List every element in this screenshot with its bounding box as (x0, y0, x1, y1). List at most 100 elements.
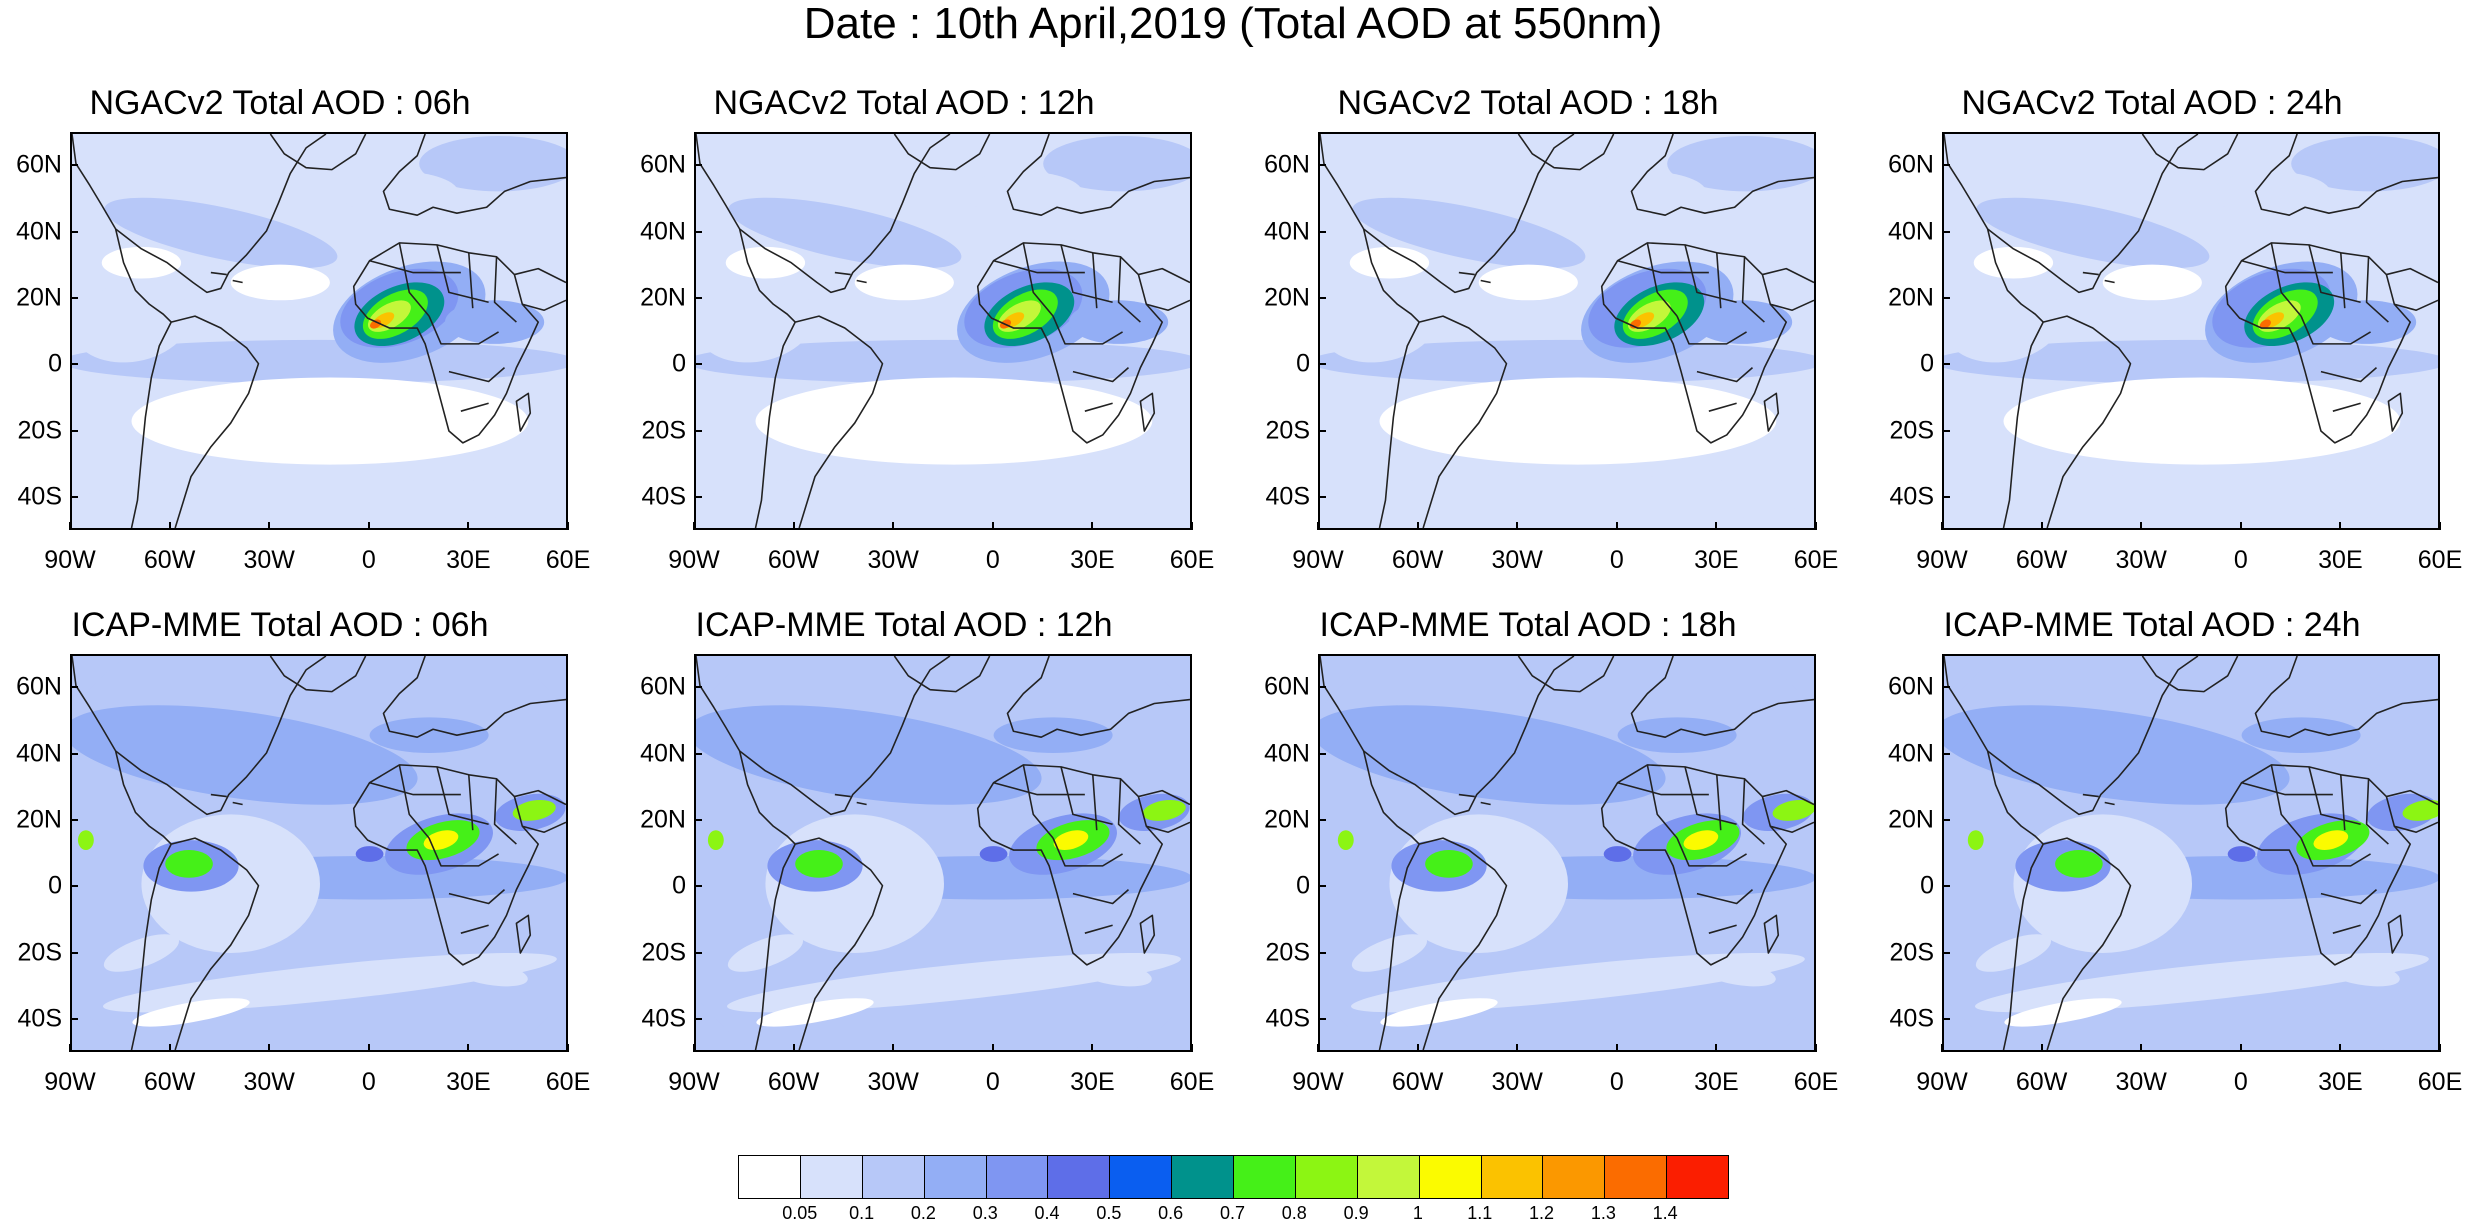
colorbar-tick-label: 0.4 (1034, 1203, 1060, 1223)
longitude-tick (892, 1044, 895, 1052)
europe-coast (1006, 656, 1190, 738)
latitude-label: 20S (1265, 416, 1310, 444)
caribbean-islands (210, 793, 243, 806)
longitude-tick (1815, 522, 1817, 530)
figure-title: Date : 10th April,2019 (Total AOD at 550… (803, 0, 1663, 48)
longitude-label: 60E (2417, 546, 2463, 574)
longitude-label: 60W (767, 546, 820, 574)
longitude-tick (2439, 1044, 2441, 1052)
colorbar-swatch (1419, 1156, 1482, 1198)
aod-map (694, 654, 1192, 1052)
latitude-tick (1318, 686, 1326, 689)
longitude-tick (2140, 522, 2143, 530)
colorbar-swatch (1172, 1156, 1234, 1198)
north-america-coast (1320, 134, 1575, 294)
longitude-label: 30E (1070, 1068, 1115, 1096)
map-panel-7: ICAP-MME Total AOD : 18h 60N 40N 20N 0 20S 40S… (1248, 606, 1838, 1126)
latitude-tick (1942, 495, 1950, 498)
africa-coast (2224, 242, 2412, 444)
latitude-tick (70, 296, 78, 299)
longitude-tick (1815, 1044, 1817, 1052)
north-america-coast (72, 656, 327, 816)
longitude-tick (693, 522, 695, 530)
caribbean-islands (1458, 271, 1491, 284)
longitude-tick (168, 1044, 171, 1052)
arabia-coast (1762, 789, 1814, 834)
latitude-tick (70, 1017, 78, 1020)
longitude-label: 0 (361, 1068, 376, 1096)
longitude-tick (892, 522, 895, 530)
latitude-tick (1942, 230, 1950, 233)
latitude-label: 40S (17, 482, 62, 511)
latitude-label: 40N (1888, 739, 1934, 767)
latitude-label: 0 (1296, 349, 1310, 378)
central-america-coast (738, 228, 796, 323)
arabia-coast (1138, 789, 1190, 834)
latitude-tick (1318, 951, 1326, 954)
panel-title: NGACv2 Total AOD : 24h (1961, 84, 2343, 122)
latitude-tick (1942, 885, 1950, 888)
latitude-label: 0 (1296, 871, 1310, 900)
greenland-coast (2141, 656, 2239, 693)
latitude-tick (70, 885, 78, 888)
latitude-label: 40N (16, 217, 62, 245)
arabia-coast (2386, 267, 2438, 312)
longitude-tick (69, 522, 71, 530)
latitude-tick (70, 686, 78, 689)
latitude-label: 60N (16, 672, 62, 701)
latitude-tick (70, 429, 78, 432)
latitude-tick (1942, 752, 1950, 755)
latitude-label: 20S (1265, 938, 1310, 966)
caribbean-islands (2082, 793, 2115, 806)
europe-coast (1006, 134, 1190, 216)
longitude-tick (693, 1044, 695, 1052)
africa-coast (1600, 242, 1788, 444)
longitude-tick (467, 522, 470, 530)
colorbar-tick-label: 0.7 (1219, 1203, 1246, 1223)
aod-map (70, 654, 568, 1052)
latitude-tick (1942, 429, 1950, 432)
colorbar-swatch (1481, 1156, 1544, 1198)
latitude-label: 40S (641, 1004, 686, 1033)
africa-coast (976, 764, 1164, 966)
latitude-tick (1318, 818, 1326, 821)
latitude-label: 20S (1889, 416, 1934, 444)
south-america-coast (754, 315, 884, 528)
latitude-tick (1942, 363, 1950, 366)
latitude-tick (694, 686, 702, 689)
map-panel-2: NGACv2 Total AOD : 12h 60N 40N 20N 0 20S 40S 90… (624, 84, 1214, 604)
longitude-tick (268, 1044, 271, 1052)
latitude-label: 20N (1888, 283, 1934, 312)
latitude-label: 40N (640, 739, 686, 767)
africa-coast (976, 242, 1164, 444)
latitude-tick (70, 230, 78, 233)
country-borders (993, 242, 1141, 412)
longitude-label: 0 (985, 1068, 1000, 1096)
longitude-tick (1091, 522, 1094, 530)
longitude-tick (2339, 1044, 2342, 1052)
latitude-label: 60N (1264, 150, 1310, 179)
aod-colorbar (738, 1155, 1729, 1199)
latitude-tick (694, 885, 702, 888)
aod-map (694, 132, 1192, 530)
longitude-tick (367, 522, 370, 530)
longitude-label: 30W (867, 1068, 919, 1096)
africa-coast (2224, 764, 2412, 966)
longitude-label: 30E (1694, 546, 1739, 574)
madagascar-coast (1763, 392, 1780, 432)
longitude-label: 30W (1491, 1068, 1543, 1096)
panel-title: NGACv2 Total AOD : 12h (713, 84, 1095, 122)
latitude-tick (70, 951, 78, 954)
madagascar-coast (1139, 914, 1156, 954)
longitude-tick (1416, 522, 1419, 530)
panel-title: ICAP-MME Total AOD : 18h (1319, 606, 1737, 644)
colorbar-swatch (1110, 1156, 1173, 1198)
latitude-label: 20S (641, 938, 686, 966)
longitude-label: 60E (1169, 546, 1215, 574)
latitude-label: 60N (640, 672, 686, 701)
latitude-label: 60N (1888, 150, 1934, 179)
longitude-label: 0 (1609, 1068, 1624, 1096)
longitude-label: 90W (668, 546, 720, 574)
longitude-label: 60W (1391, 546, 1444, 574)
north-america-coast (1944, 134, 2199, 294)
